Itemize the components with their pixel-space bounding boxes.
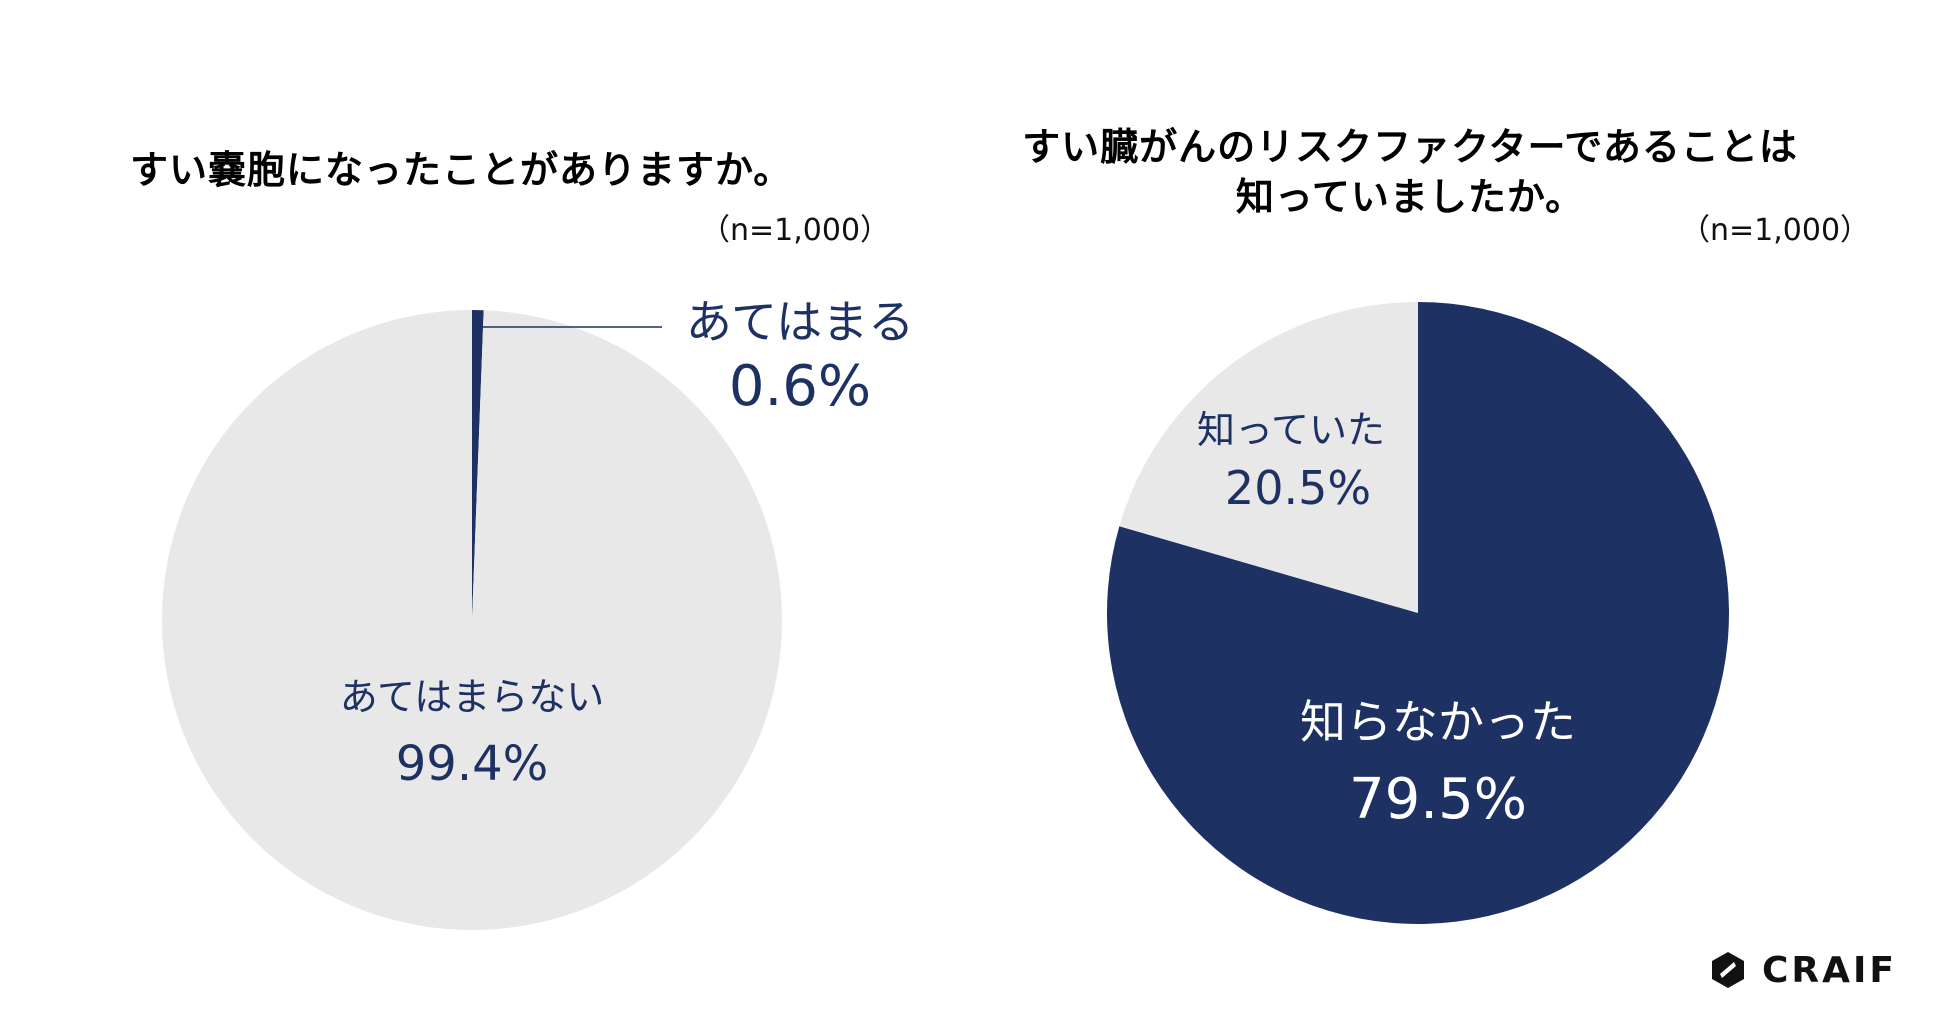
pie-chart-cyst: あてはまる 0.6% あてはまらない 99.4% [161, 295, 914, 931]
chart-title-cyst: すい嚢胞になったことがありますか。 [130, 148, 793, 192]
pie-slice-aware [1119, 302, 1418, 613]
slice-value-no: 99.4% [396, 736, 548, 792]
chart-panel-awareness: すい臓がんのリスクファクターであることは 知っていましたか。 （n=1,000）… [975, 0, 1950, 1021]
pie-chart-awareness: 知らなかった 79.5% 知っていた 20.5% [1107, 302, 1729, 924]
slice-label-unaware: 知らなかった [1300, 695, 1576, 749]
slice-value-yes: 0.6% [729, 354, 871, 419]
slice-label-no: あてはまらない [340, 675, 604, 719]
brand-logo: CRAIF [1708, 948, 1920, 992]
brand-name: CRAIF [1762, 949, 1897, 991]
pie-slice-no [161, 309, 782, 931]
chart-panel-cyst: すい嚢胞になったことがありますか。 （n=1,000） あてはまる 0.6% あ… [130, 148, 914, 931]
sample-size-cyst: （n=1,000） [700, 213, 891, 248]
slice-value-unaware: 79.5% [1349, 767, 1527, 832]
pie-slice-yes [472, 310, 484, 620]
slice-label-yes: あてはまる [686, 295, 914, 349]
chart-title-awareness: すい臓がんのリスクファクターであることは 知っていましたか。 [1022, 125, 1798, 219]
slice-label-aware: 知っていた [1197, 408, 1385, 452]
sample-size-awareness: （n=1,000） [1680, 213, 1871, 248]
slice-value-aware: 20.5% [1225, 461, 1371, 515]
craif-logo-icon [1712, 952, 1744, 988]
